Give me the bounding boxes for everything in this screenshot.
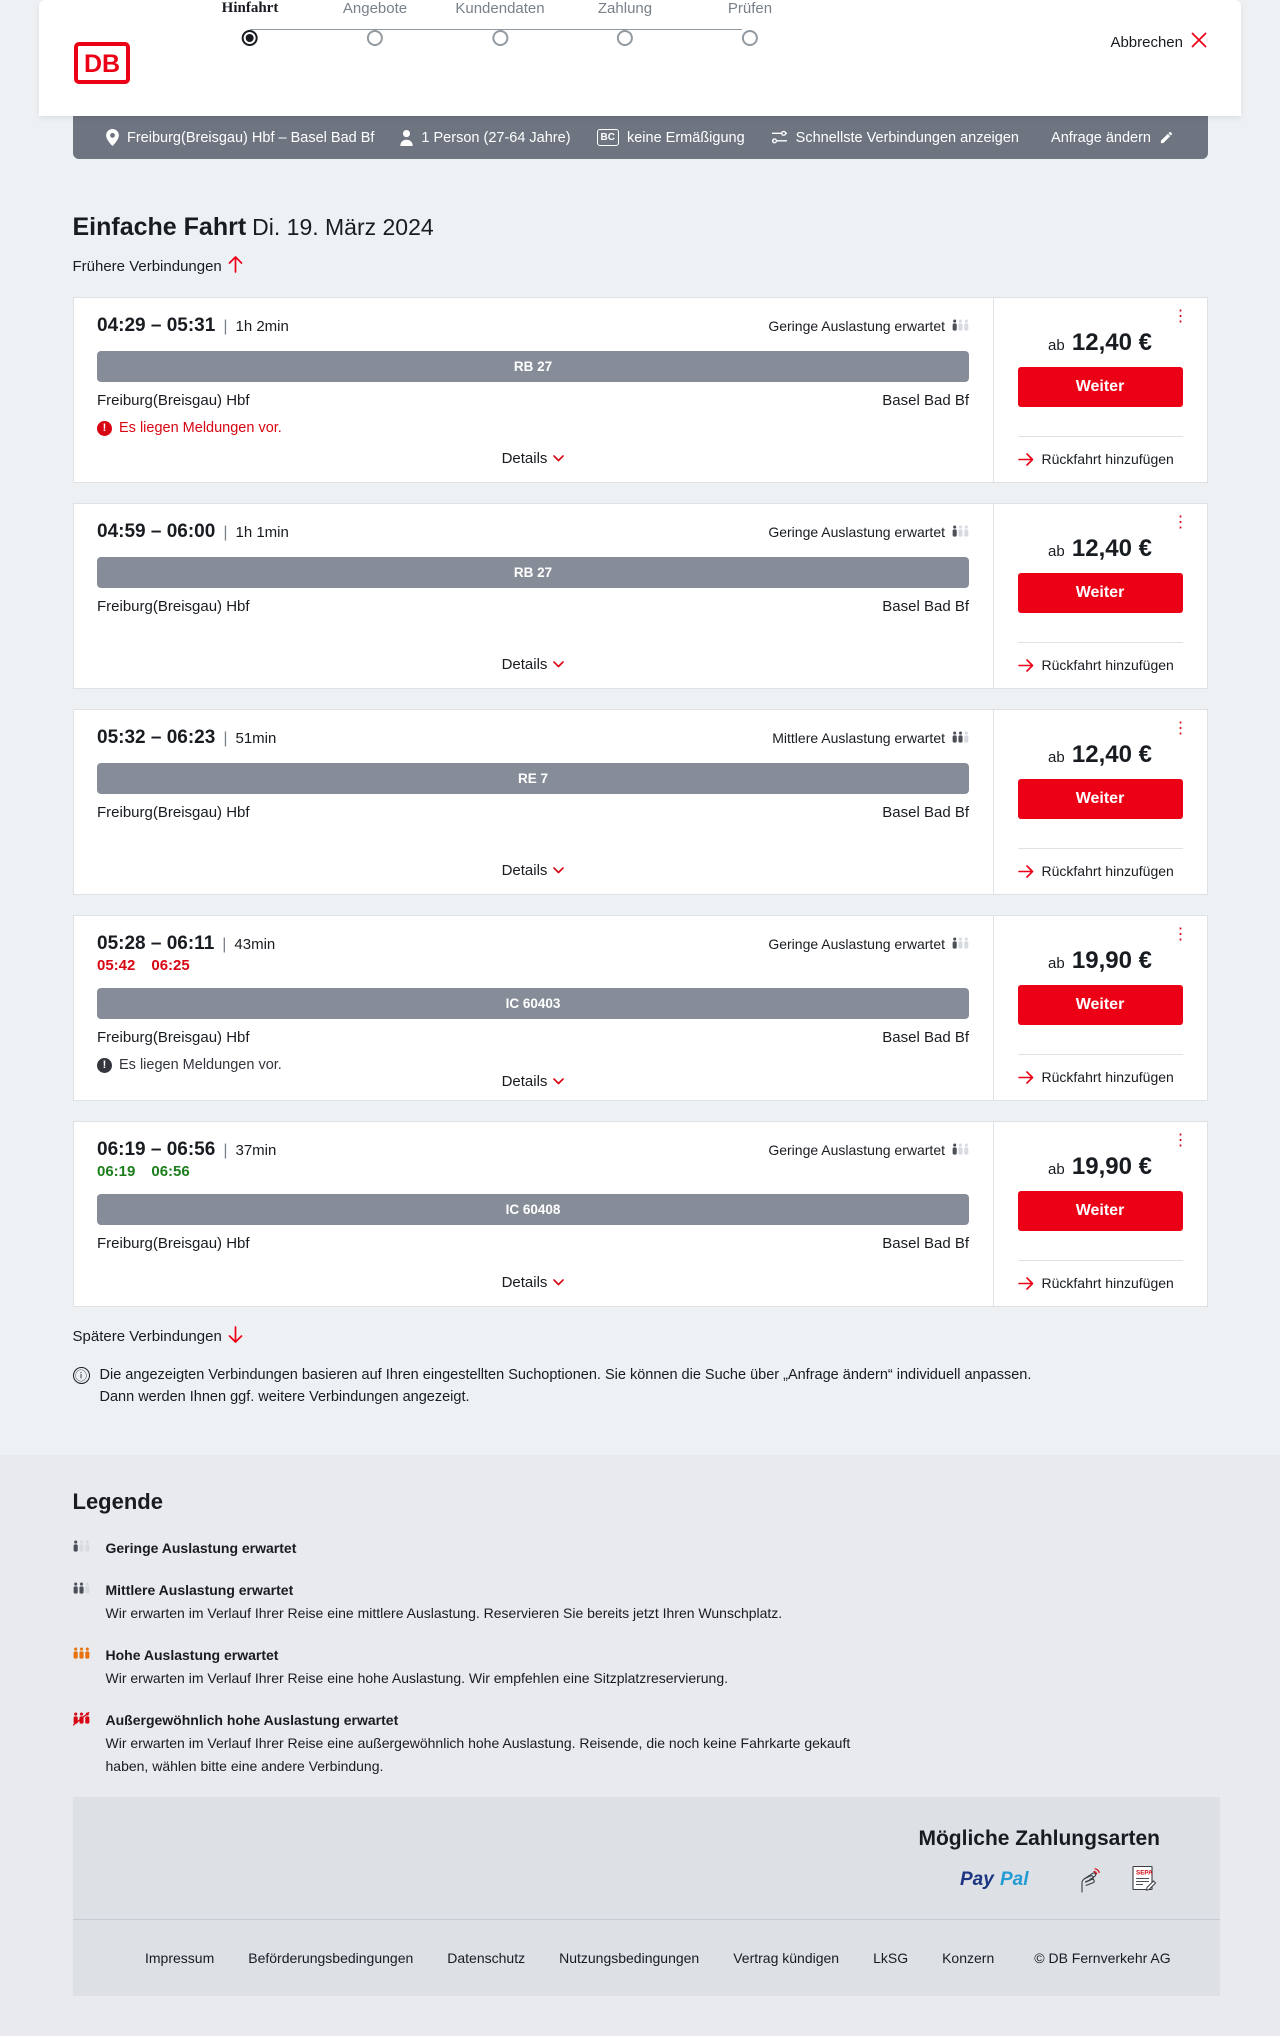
svg-text:Pay: Pay <box>960 1869 995 1890</box>
svg-text:Pal: Pal <box>1000 1869 1029 1890</box>
svg-text:SEPA: SEPA <box>1136 1870 1153 1877</box>
svg-text:DB: DB <box>84 50 120 78</box>
